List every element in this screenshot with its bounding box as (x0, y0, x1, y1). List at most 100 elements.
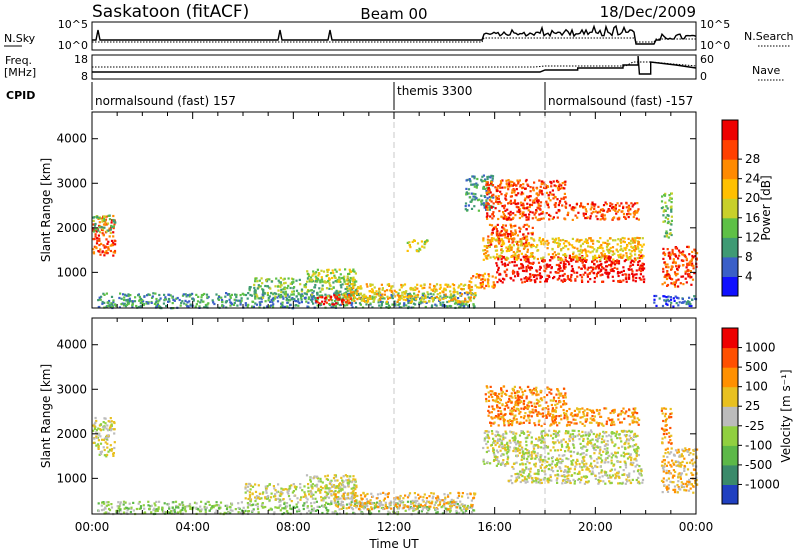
power-cells-cell (288, 299, 292, 302)
vel-cells-cell (413, 508, 416, 511)
power-cells-cell (110, 224, 113, 227)
vel-cells-cell (100, 450, 103, 453)
power-cells-cell (505, 268, 509, 271)
vel-cells-cell (277, 506, 280, 509)
power-cells-cell (625, 246, 628, 249)
power-cells-cell (101, 220, 104, 223)
power-cells-cell (133, 300, 137, 303)
vel-cells-cell (617, 414, 620, 417)
power-cells-cell (369, 297, 372, 300)
vel-cells-cell (321, 511, 324, 515)
vel-cells-cell (319, 477, 322, 480)
vel-cells-cell (629, 415, 632, 418)
vel-cells-cell (370, 506, 373, 509)
power-cells-cell (112, 235, 115, 238)
power-cells-cell (501, 179, 504, 182)
vel-cells-cell (319, 491, 322, 494)
power-cells-cell (538, 239, 541, 242)
power-cells-cell (294, 300, 298, 303)
vel-cells-cell (156, 509, 159, 512)
power-cells-cell (240, 299, 243, 302)
vel-cells-cell (226, 505, 229, 509)
power-cells-cell (313, 272, 316, 275)
power-cells-cell (549, 214, 552, 218)
power-cells-cell (338, 268, 341, 271)
power-cells-cell (453, 291, 456, 294)
power-cells-cell (353, 280, 356, 283)
vel-cells-cell (511, 420, 514, 423)
power-cells-cell (663, 281, 666, 284)
power-cells-cell (390, 287, 393, 290)
power-cells-cell (476, 286, 479, 289)
power-cells-cell (241, 292, 244, 295)
power-cells-cell (303, 284, 306, 287)
vel-cells-cell (345, 507, 348, 510)
power-cells-cell (553, 195, 556, 198)
vel-cells-cell (551, 407, 554, 410)
power-cells-cell (506, 237, 509, 240)
power-cells-cell (597, 271, 600, 274)
vel-cells-cell (362, 507, 366, 510)
power-cells-cell (695, 257, 698, 260)
power-cells-cell (551, 189, 554, 192)
power-cells-cell (510, 226, 513, 229)
vel-cells-cell (242, 506, 245, 509)
vel-cells-cell (316, 505, 319, 508)
power-cells-cell (109, 249, 112, 253)
power-cells-cell (504, 224, 507, 227)
power-cells-cell (330, 306, 333, 309)
power-cells-cell (316, 280, 319, 283)
power-cells-cell (677, 297, 680, 300)
vel-cells-cell (264, 505, 267, 509)
vel-cells-cell (516, 394, 520, 397)
power-cells-cell (586, 216, 589, 219)
power-cells-cell (379, 298, 382, 301)
power-cells-cell (254, 294, 257, 297)
power-cells-cell (544, 278, 548, 281)
power-cells-cell (259, 285, 262, 288)
power-cells-cell (531, 233, 534, 236)
power-cells-cell (105, 238, 108, 241)
power-cells-cell (482, 258, 485, 261)
vel-cells-cell (336, 479, 339, 482)
power-cells-cell (100, 226, 103, 229)
power-cells-cell (276, 285, 280, 288)
power-cells-cell (464, 299, 467, 302)
vel-cells-cell (314, 491, 317, 494)
power-cells-cell (634, 202, 637, 205)
vel-cells-cell (110, 429, 113, 432)
power-cells-cell (568, 204, 571, 207)
power-cells-cell (600, 252, 603, 255)
power-cells-cell (540, 180, 543, 183)
vel-cells-cell (582, 411, 585, 414)
vel-cells-cell (600, 422, 603, 425)
vel-cells-cell (562, 396, 565, 399)
vel-cells-cell (330, 500, 333, 503)
power-cells-cell (310, 289, 313, 292)
power-cells-cell (140, 300, 143, 303)
power-cells-cell (591, 246, 594, 249)
power-cells-cell (487, 235, 490, 238)
power-cells-cell (390, 291, 393, 294)
power-cells-cell (307, 301, 310, 304)
power-cells-cell (409, 297, 412, 300)
power-cells-cell (354, 289, 358, 292)
power-cells-cell (618, 209, 621, 212)
power-scatter-cells (92, 174, 699, 310)
vel-cells-cell (299, 483, 302, 486)
vel-cells-cell (411, 502, 414, 505)
power-cells-cell (634, 246, 637, 250)
power-cells-cell (513, 199, 517, 202)
power-cells-cell (686, 245, 689, 248)
power-cells-cell (484, 255, 487, 258)
power-cells-cell (494, 225, 497, 228)
power-cells-cell (539, 274, 542, 277)
power-cells-cell (666, 221, 669, 225)
power-cells-cell (501, 263, 504, 266)
power-cells-cell (246, 297, 249, 300)
power-cells-cell (562, 197, 565, 200)
power-cells-cell (495, 197, 498, 200)
power-cells-cell (534, 211, 537, 214)
power-cells-cell (536, 257, 539, 261)
power-cells-cell (560, 187, 564, 190)
